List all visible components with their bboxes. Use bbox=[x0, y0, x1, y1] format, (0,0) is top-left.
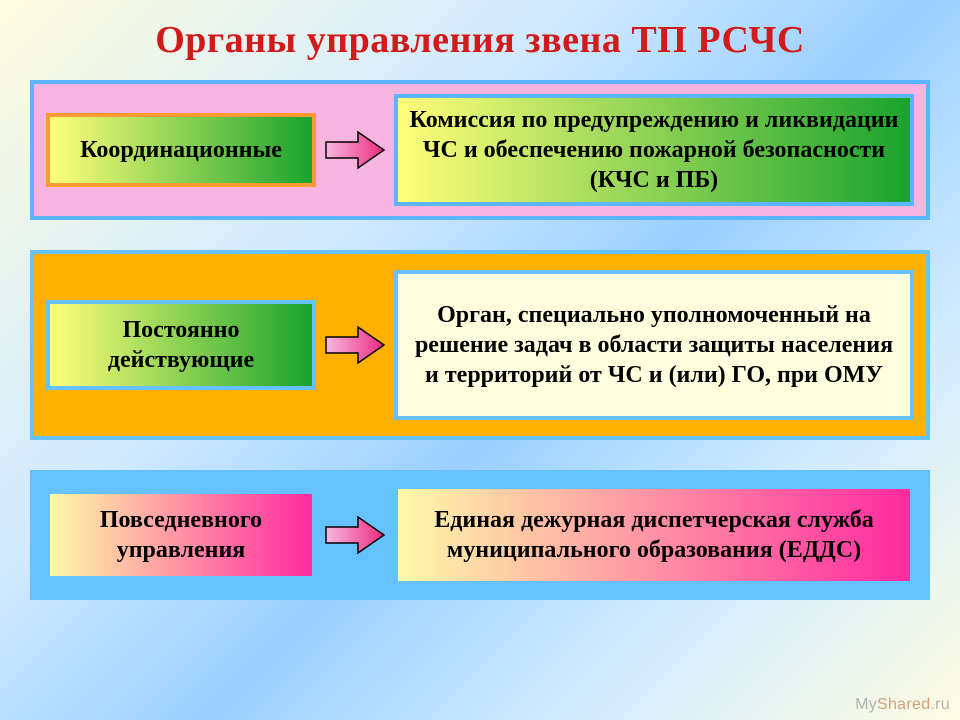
row-perm-arrow bbox=[320, 324, 390, 366]
page-title: Органы управления звена ТП РСЧС bbox=[155, 18, 805, 62]
row-daily-left: Повседневного управления bbox=[46, 490, 316, 580]
row-coord-arrow bbox=[320, 129, 390, 171]
watermark-part3: .ru bbox=[930, 696, 950, 713]
row-perm-left: Постоянно действующие bbox=[46, 300, 316, 390]
arrow-icon bbox=[324, 129, 386, 171]
row-coord: Координационные Комиссия по предупрежден… bbox=[30, 80, 930, 220]
arrow-icon bbox=[324, 324, 386, 366]
row-daily-arrow bbox=[320, 514, 390, 556]
row-daily-right: Единая дежурная диспетчерская служба мун… bbox=[394, 485, 914, 585]
row-daily: Повседневного управления Единая дежурная… bbox=[30, 470, 930, 600]
watermark-part2: Shared bbox=[877, 696, 930, 713]
watermark-part1: My bbox=[855, 696, 877, 713]
row-coord-left: Координационные bbox=[46, 113, 316, 187]
watermark: MyShared.ru bbox=[855, 696, 950, 714]
row-coord-left-label: Координационные bbox=[80, 135, 282, 165]
row-perm-right-label: Орган, специально уполномоченный на реше… bbox=[408, 300, 900, 390]
row-coord-right: Комиссия по предупреждению и ликвидации … bbox=[394, 94, 914, 206]
row-perm-right: Орган, специально уполномоченный на реше… bbox=[394, 270, 914, 420]
rows-container: Координационные Комиссия по предупрежден… bbox=[30, 80, 930, 600]
slide: Органы управления звена ТП РСЧС Координа… bbox=[0, 0, 960, 720]
row-daily-left-label: Повседневного управления bbox=[60, 505, 302, 565]
row-daily-right-label: Единая дежурная диспетчерская служба мун… bbox=[408, 505, 900, 565]
row-coord-right-label: Комиссия по предупреждению и ликвидации … bbox=[408, 105, 900, 195]
row-perm-left-label: Постоянно действующие bbox=[60, 315, 302, 375]
arrow-icon bbox=[324, 514, 386, 556]
row-perm: Постоянно действующие Орган, специально … bbox=[30, 250, 930, 440]
